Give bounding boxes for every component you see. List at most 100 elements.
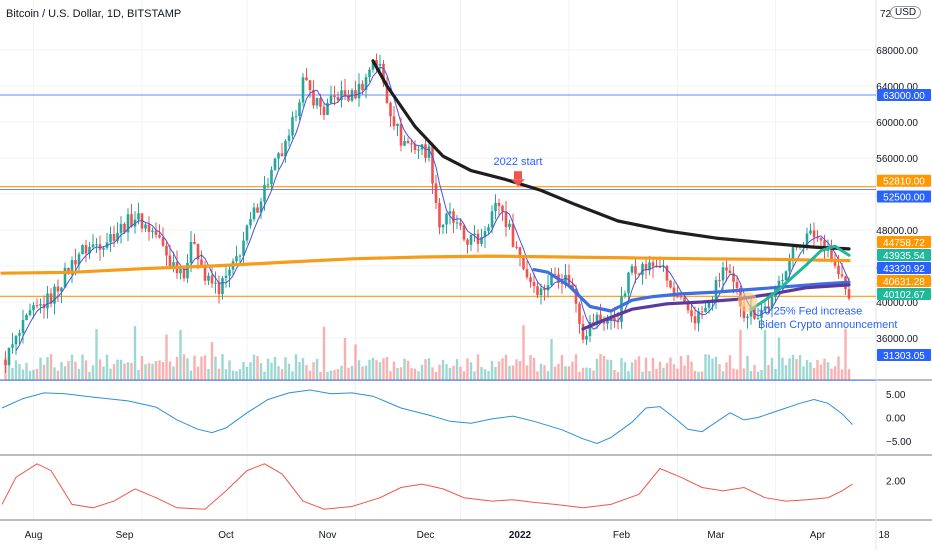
price-level-badge[interactable] <box>877 236 931 248</box>
candle-body[interactable] <box>74 260 77 265</box>
candle-body[interactable] <box>686 301 690 311</box>
candle-body[interactable] <box>585 336 588 340</box>
annotation-2022-start[interactable]: 2022 start <box>494 156 543 168</box>
candle-body[interactable] <box>672 287 676 297</box>
candle-body[interactable] <box>518 247 522 258</box>
candle-body[interactable] <box>448 211 452 214</box>
candle-body[interactable] <box>382 63 385 83</box>
candle-body[interactable] <box>473 233 476 235</box>
candle-body[interactable] <box>777 280 781 287</box>
candle-body[interactable] <box>634 266 637 274</box>
candle-body[interactable] <box>410 143 413 145</box>
price-level-badge[interactable] <box>877 89 931 101</box>
candle-body[interactable] <box>266 184 270 186</box>
candle-body[interactable] <box>749 307 753 317</box>
oscillator-2-line[interactable] <box>1 463 853 510</box>
candle-body[interactable] <box>497 202 501 206</box>
candle-body[interactable] <box>32 305 35 311</box>
moving-average-purple-line[interactable] <box>581 283 851 331</box>
candle-body[interactable] <box>224 275 228 279</box>
candle-body[interactable] <box>259 201 263 213</box>
candle-body[interactable] <box>553 274 557 276</box>
candle-body[interactable] <box>277 153 280 159</box>
candle-body[interactable] <box>494 202 497 212</box>
candle-body[interactable] <box>847 289 851 299</box>
candle-body[interactable] <box>329 95 333 104</box>
candle-body[interactable] <box>308 80 312 91</box>
candle-body[interactable] <box>144 224 147 229</box>
candle-body[interactable] <box>651 262 655 267</box>
candle-body[interactable] <box>172 262 175 267</box>
moving-average-teal-line[interactable] <box>749 244 851 311</box>
candle-body[interactable] <box>368 69 371 78</box>
candle-body[interactable] <box>326 103 329 115</box>
candle-body[interactable] <box>81 245 84 255</box>
candle-body[interactable] <box>119 223 123 233</box>
candle-body[interactable] <box>301 77 305 103</box>
candle-body[interactable] <box>781 280 784 282</box>
candle-body[interactable] <box>263 184 266 202</box>
candle-body[interactable] <box>116 232 119 241</box>
candle-body[interactable] <box>77 254 81 265</box>
candle-body[interactable] <box>406 140 410 144</box>
candle-body[interactable] <box>112 234 116 241</box>
candle-body[interactable] <box>364 77 368 90</box>
candle-body[interactable] <box>291 117 294 136</box>
candle-body[interactable] <box>770 297 774 309</box>
candle-body[interactable] <box>490 211 494 228</box>
candle-body[interactable] <box>53 286 56 304</box>
candle-body[interactable] <box>63 267 67 288</box>
candle-body[interactable] <box>812 230 816 238</box>
candle-body[interactable] <box>483 231 487 238</box>
candle-body[interactable] <box>501 205 504 212</box>
candle-body[interactable] <box>347 95 350 101</box>
candle-body[interactable] <box>378 63 382 66</box>
candle-body[interactable] <box>627 272 630 294</box>
candle-body[interactable] <box>375 59 378 66</box>
candle-body[interactable] <box>221 278 224 295</box>
candle-body[interactable] <box>305 77 308 81</box>
candle-body[interactable] <box>35 305 39 307</box>
candle-body[interactable] <box>186 262 189 279</box>
candle-body[interactable] <box>287 135 291 141</box>
candle-body[interactable] <box>280 153 284 157</box>
candle-body[interactable] <box>385 82 389 103</box>
candle-body[interactable] <box>791 246 795 259</box>
candle-body[interactable] <box>371 59 375 70</box>
candle-body[interactable] <box>690 310 693 317</box>
candle-body[interactable] <box>28 310 32 315</box>
candle-body[interactable] <box>343 90 347 96</box>
candle-body[interactable] <box>816 237 819 239</box>
candle-body[interactable] <box>536 286 539 296</box>
candle-body[interactable] <box>137 213 140 220</box>
candle-body[interactable] <box>154 230 158 235</box>
candle-body[interactable] <box>389 102 392 117</box>
candle-body[interactable] <box>102 247 105 250</box>
candle-body[interactable] <box>336 97 340 101</box>
candle-body[interactable] <box>571 284 574 290</box>
candle-body[interactable] <box>147 224 151 232</box>
candle-body[interactable] <box>728 270 732 274</box>
price-level-badge[interactable] <box>877 174 931 187</box>
candle-body[interactable] <box>217 282 221 295</box>
candle-body[interactable] <box>25 314 28 321</box>
candle-body[interactable] <box>200 259 203 267</box>
candle-body[interactable] <box>88 246 91 254</box>
candle-body[interactable] <box>95 244 98 246</box>
candle-body[interactable] <box>434 183 438 203</box>
price-level-badge[interactable] <box>877 190 931 203</box>
candle-body[interactable] <box>462 225 466 240</box>
candle-body[interactable] <box>830 247 833 260</box>
candle-body[interactable] <box>637 273 641 275</box>
candle-body[interactable] <box>655 266 658 268</box>
candle-body[interactable] <box>725 267 728 271</box>
candle-body[interactable] <box>742 306 746 318</box>
candle-body[interactable] <box>613 317 616 322</box>
candle-body[interactable] <box>683 297 686 302</box>
candle-body[interactable] <box>431 146 434 184</box>
annotation-fed-increase[interactable]: +0.25% Fed increase <box>758 306 862 318</box>
candle-body[interactable] <box>837 265 840 275</box>
candle-body[interactable] <box>700 311 704 313</box>
candle-body[interactable] <box>242 240 245 256</box>
candle-body[interactable] <box>21 320 25 334</box>
